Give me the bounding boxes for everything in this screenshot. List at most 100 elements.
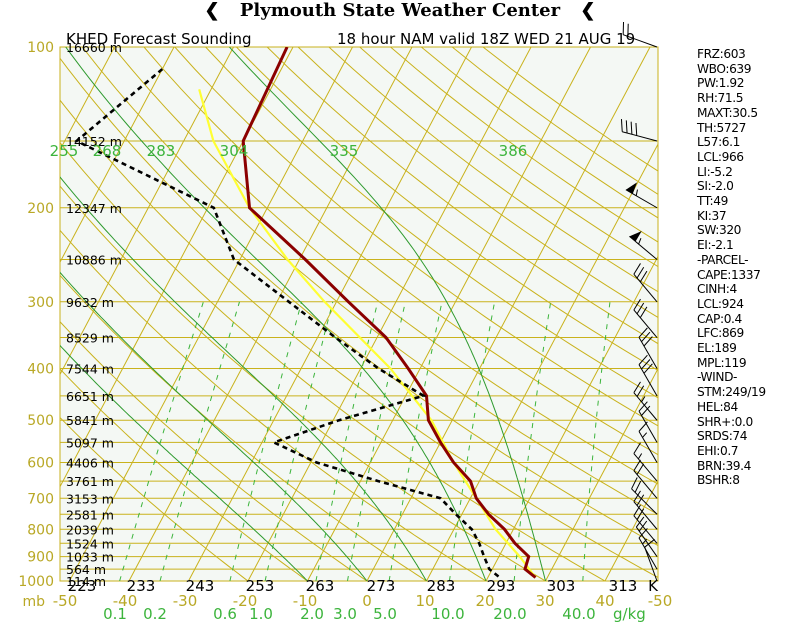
- index-item: SHR+:0.0: [697, 414, 753, 429]
- height-label: 9632 m: [66, 295, 114, 310]
- kelvin-tick-label: 273: [367, 577, 396, 595]
- kelvin-tick-label: 293: [487, 577, 516, 595]
- isotherm: [545, 367, 658, 581]
- mixing-ratio-tick-label: 1.0: [249, 605, 273, 623]
- dry-adiabat: [328, 47, 658, 293]
- moist-adiabat: [60, 271, 368, 581]
- plot-area: [59, 46, 659, 582]
- mixing-ratio-tick-label: 0.6: [213, 605, 237, 623]
- wind-barb: [625, 182, 658, 209]
- wind-barb: [631, 477, 658, 515]
- wind-barb-staff: [635, 526, 658, 557]
- pressure-tick-label: 700: [27, 491, 54, 507]
- wind-barb-staff: [633, 273, 658, 303]
- mixing-ratio-line: [513, 301, 552, 581]
- isotherm: [307, 47, 591, 581]
- wind-barb: [622, 22, 658, 48]
- pressure-tick-label: 900: [27, 550, 54, 566]
- wind-barb-flag: [636, 463, 645, 475]
- theta-label: 268: [93, 142, 122, 160]
- index-item: BRN:39.4: [697, 458, 751, 473]
- isotherm: [60, 47, 175, 264]
- theta-label: 304: [220, 142, 249, 160]
- wind-barb-flag: [625, 120, 628, 134]
- wind-barb-flag: [620, 119, 623, 132]
- tornado-icon: ❮: [580, 0, 596, 21]
- index-item: SW:320: [697, 223, 742, 238]
- sounding-title: KHED Forecast Sounding: [66, 30, 252, 48]
- wind-barb-flag: [633, 263, 641, 275]
- mixing-ratio-tick-label: 2.0: [300, 605, 324, 623]
- wind-barb-flag: [636, 508, 645, 520]
- wind-barb: [633, 490, 658, 530]
- wind-barb-flag: [635, 122, 638, 136]
- wind-barb-flag: [633, 490, 641, 502]
- wind-barb-staff: [633, 392, 658, 421]
- wind-barb-flag: [641, 405, 651, 416]
- index-item: FRZ:603: [697, 47, 746, 61]
- mixing-ratio-tick-label: 40.0: [562, 605, 595, 623]
- dry-adiabat: [60, 141, 606, 581]
- wind-barb-staff: [638, 410, 658, 443]
- wind-barb-flag: [643, 336, 653, 347]
- isotherm: [485, 255, 658, 581]
- dry-adiabat: [297, 47, 658, 318]
- temperature-tick-label: -30: [173, 592, 198, 610]
- height-label: 5841 m: [66, 413, 114, 428]
- index-item: LCL:924: [697, 296, 744, 311]
- kelvin-tick-label: 233: [127, 577, 156, 595]
- wind-barb-staff: [633, 309, 658, 338]
- wind-barb: [633, 298, 658, 338]
- height-label: 4406 m: [66, 456, 114, 471]
- wind-barb: [620, 119, 658, 142]
- dry-adiabat: [60, 320, 368, 581]
- index-item: SRDS:74: [697, 429, 748, 444]
- wind-barb: [644, 538, 658, 582]
- wind-barb-half-flag: [641, 396, 646, 403]
- kelvin-tick-label: 313: [609, 577, 638, 595]
- index-item: LCL:966: [697, 149, 744, 164]
- pressure-tick-label: 600: [27, 456, 54, 472]
- dry-adiabat: [60, 229, 487, 581]
- mixing-ratio-line: [159, 301, 240, 581]
- mixing-ratio-tick-label: 20.0: [493, 605, 526, 623]
- index-item: WBO:639: [697, 61, 752, 76]
- wind-barb-flag: [633, 504, 641, 516]
- index-item: CAP:0.4: [697, 311, 742, 326]
- temperature-tick-label: 0: [362, 592, 372, 610]
- wind-barb-flag: [641, 331, 651, 342]
- wind-barb-staff: [633, 453, 658, 482]
- index-item: -WIND-: [697, 370, 738, 385]
- wind-barb-flag: [633, 381, 641, 393]
- temperature-tick-label: -40: [113, 592, 138, 610]
- wind-barb: [638, 327, 658, 369]
- dry-adiabat: [60, 185, 546, 581]
- dry-adiabat: [60, 368, 308, 581]
- wind-barb-flag: [636, 266, 645, 279]
- mixing-ratio-unit-label: g/kg: [613, 605, 646, 623]
- height-label: 7544 m: [66, 362, 114, 377]
- wind-barb-half-flag: [635, 189, 638, 196]
- index-item: RH:71.5: [697, 91, 744, 106]
- wind-barb-flag: [635, 516, 645, 528]
- height-label: 1524 m: [66, 536, 114, 551]
- dry-adiabat: [143, 47, 658, 456]
- kelvin-tick-label: 223: [68, 577, 97, 595]
- wind-barb-half-flag: [637, 453, 643, 460]
- wind-barb-flag: [638, 520, 648, 532]
- theta-label: 283: [147, 142, 176, 160]
- model-valid-title: 18 hour NAM valid 18Z WED 21 AUG 19: [337, 30, 635, 48]
- height-label: 6651 m: [66, 389, 114, 404]
- dry-adiabat: [359, 47, 658, 268]
- kelvin-tick-label: 283: [427, 577, 456, 595]
- wind-barb-staff: [629, 235, 658, 260]
- wind-barb-flag: [639, 306, 648, 318]
- index-item: EHI:0.7: [697, 443, 739, 458]
- mixing-ratio-tick-label: 0.2: [143, 605, 167, 623]
- pressure-tick-label: 200: [27, 201, 54, 217]
- wind-barb-flag: [643, 363, 653, 374]
- wind-barb: [638, 421, 658, 463]
- kelvin-tick-label: 303: [547, 577, 576, 595]
- wind-barb-staff: [638, 537, 658, 570]
- theta-label: 335: [330, 142, 359, 160]
